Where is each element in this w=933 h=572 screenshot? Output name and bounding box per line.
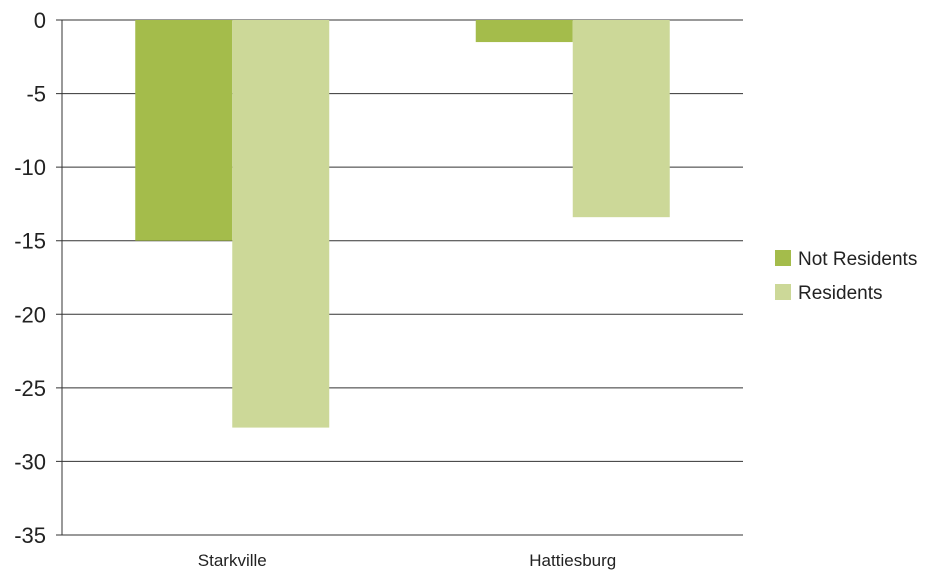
y-tick-label: -35 — [14, 523, 46, 548]
y-tick-label: 0 — [34, 8, 46, 33]
legend-swatch — [775, 284, 791, 300]
y-tick-label: -15 — [14, 229, 46, 254]
legend: Not Residents Residents — [775, 249, 917, 304]
y-tick-label: -20 — [14, 302, 46, 327]
bar-residents-hattiesburg — [572, 20, 670, 218]
legend-label: Residents — [798, 283, 883, 304]
bar-not-residents-hattiesburg — [475, 20, 573, 43]
x-category-label: Starkville — [198, 551, 267, 570]
y-tick-label: -5 — [26, 82, 46, 107]
x-category-label: Hattiesburg — [529, 551, 616, 570]
x-axis-category-labels: Starkville Hattiesburg — [198, 551, 616, 570]
y-tick-label: -10 — [14, 155, 46, 180]
legend-swatch — [775, 250, 791, 266]
bar-not-residents-starkville — [135, 20, 233, 241]
y-tick-label: -30 — [14, 449, 46, 474]
legend-label: Not Residents — [798, 249, 917, 270]
bar-residents-starkville — [232, 20, 330, 428]
bars — [135, 20, 670, 428]
y-tick-label: -25 — [14, 376, 46, 401]
y-axis-tick-labels: 0 -5 -10 -15 -20 -25 -30 -35 — [14, 8, 46, 548]
